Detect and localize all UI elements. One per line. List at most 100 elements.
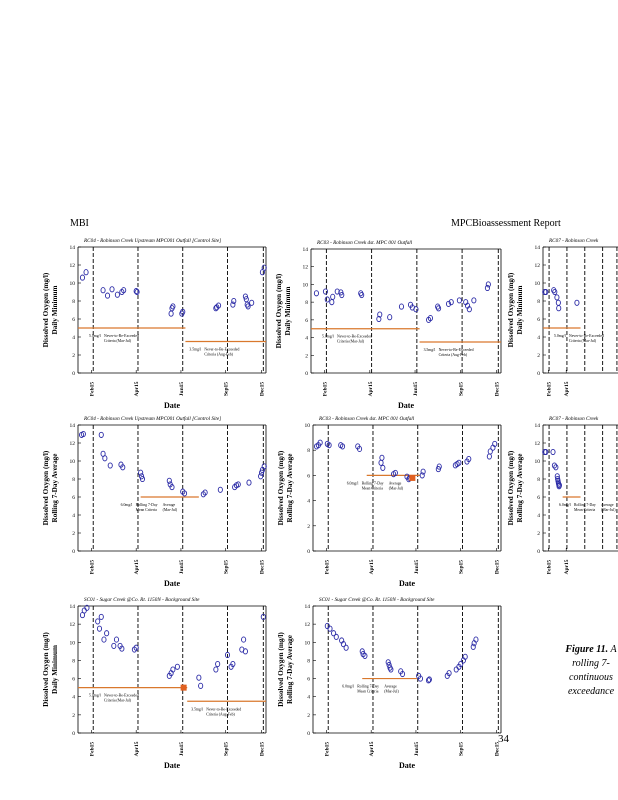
- x-axis-label: Date: [164, 401, 180, 410]
- y-axis-sublabel: Daily Minimum: [284, 287, 292, 336]
- data-point: [98, 613, 104, 620]
- criteria-label: Criteria (Aug-Feb): [204, 353, 233, 357]
- x-tick-label: Apr15: [134, 381, 140, 396]
- data-point: [133, 644, 139, 651]
- y-tick-label: 6: [72, 495, 75, 501]
- y-tick-label: 6: [72, 317, 75, 323]
- criteria-label: 5.0mg/l: [89, 694, 101, 698]
- criteria-label: Mean Criteria: [362, 486, 384, 490]
- x-tick-label: Apr15: [134, 559, 140, 574]
- chart-2: RC03 - Robinson Creek dst. MPC 001 Outfa…: [275, 239, 502, 410]
- y-tick-label: 8: [72, 477, 75, 483]
- data-point: [485, 281, 491, 288]
- x-tick-label: Sep15: [459, 560, 465, 574]
- data-point: [466, 306, 472, 313]
- data-point: [246, 479, 252, 486]
- y-tick-label: 4: [537, 513, 540, 519]
- y-tick-label: 6: [537, 317, 540, 323]
- data-point: [445, 300, 452, 307]
- data-point: [377, 311, 383, 318]
- data-point: [100, 287, 106, 294]
- x-tick-label: Jun15: [179, 742, 185, 757]
- data-point: [317, 439, 323, 446]
- data-point: [417, 675, 423, 682]
- y-tick-label: 14: [305, 604, 311, 610]
- x-tick-label: Dec15: [495, 742, 501, 757]
- x-tick-label: Feb15: [89, 382, 95, 397]
- y-tick-label: 0: [305, 371, 308, 377]
- data-point: [413, 306, 419, 313]
- y-tick-label: 4: [307, 695, 310, 701]
- y-tick-label: 8: [537, 299, 540, 305]
- data-point: [249, 299, 255, 306]
- criteria-label: Mean Criteria: [357, 690, 379, 694]
- y-axis-sublabel: Rolling 7-Day Average: [516, 454, 524, 523]
- data-point: [554, 294, 560, 301]
- x-tick-label: Apr15: [369, 559, 375, 574]
- chart-8: SC01 - Sugar Creek @Co. Rt. 1150N - Back…: [277, 597, 502, 770]
- data-point: [216, 302, 222, 309]
- data-point: [111, 642, 117, 649]
- data-point: [80, 430, 86, 438]
- y-tick-label: 6: [307, 473, 310, 479]
- caption-line-4: exceedance: [567, 686, 615, 697]
- data-point: [213, 666, 219, 673]
- chart-6: RC07 - Robinson Creek 0 2 4 6 8 10 12 14 Feb15 Apr…: [507, 416, 618, 574]
- x-tick-label: Apr15: [369, 741, 375, 756]
- x-tick-label: Dec15: [260, 382, 266, 397]
- data-point: [327, 625, 333, 632]
- data-point: [392, 469, 398, 476]
- criteria-label: 5.0mg/l: [89, 334, 101, 338]
- x-tick-label: Jun15: [414, 560, 420, 575]
- y-tick-label: 0: [537, 549, 540, 555]
- data-point: [241, 636, 247, 643]
- criteria-label: 5.0mg/l: [554, 334, 566, 338]
- y-axis-label: Dissolved Oxygen (mg/l): [42, 632, 50, 707]
- y-axis-sublabel: Daily Minimum: [51, 286, 59, 335]
- criteria-label: Never-to-Be-Exceeded: [204, 348, 239, 352]
- y-tick-label: 14: [70, 245, 76, 251]
- y-tick-label: 14: [535, 245, 541, 251]
- y-tick-label: 10: [305, 423, 311, 429]
- exceedance-marker: [180, 684, 187, 691]
- page-number: 34: [498, 733, 509, 745]
- data-point: [456, 459, 462, 466]
- chart-3: RC07 - Robinson Creek 0 2 4 6 8 10 12 14 Feb15 Apr…: [507, 238, 618, 396]
- data-point: [554, 473, 560, 480]
- criteria-label: 6.0mg/l: [121, 503, 133, 507]
- data-point: [448, 299, 454, 306]
- chart-title: SC01 - Sugar Creek @Co. Rt. 1150N - Back…: [319, 597, 435, 603]
- x-tick-label: Feb15: [89, 560, 95, 575]
- y-tick-label: 8: [72, 658, 75, 664]
- x-tick-label: Apr15: [564, 559, 570, 574]
- data-point: [330, 293, 336, 300]
- data-point: [180, 308, 186, 315]
- x-tick-label: Feb15: [324, 742, 330, 757]
- y-tick-label: 14: [303, 247, 309, 253]
- data-point: [119, 645, 125, 652]
- y-tick-label: 12: [535, 263, 541, 269]
- criteria-label: Mean Criteria: [574, 508, 596, 512]
- criteria-label: Criteria (Mar-Jul): [104, 699, 132, 703]
- data-point: [470, 643, 476, 650]
- y-axis-sublabel: Rolling 7-Day Average: [286, 635, 294, 704]
- data-point: [322, 288, 329, 295]
- data-point: [458, 661, 464, 668]
- data-point: [359, 292, 365, 299]
- figure-caption: Figure 11. A rolling 7- continuous excee…: [546, 643, 618, 699]
- chart-5: RC03 - Robinson Creek dst. MPC 001 Outfa…: [277, 415, 502, 588]
- y-tick-label: 0: [72, 549, 75, 555]
- chart-title: RC04 - Robinson Creek Upstream MPC001 Ou…: [83, 237, 221, 244]
- y-tick-label: 4: [72, 513, 75, 519]
- criteria-label: 3.5mg/l: [191, 707, 203, 711]
- data-point: [261, 463, 267, 470]
- data-point: [357, 445, 363, 452]
- y-tick-label: 12: [70, 263, 76, 269]
- x-tick-label: Apr15: [368, 381, 374, 396]
- exceedance-marker: [409, 474, 416, 481]
- data-point: [334, 288, 340, 295]
- data-point: [339, 292, 345, 299]
- criteria-label: Rolling 7-Day: [357, 685, 379, 689]
- header-left: MBI: [70, 218, 89, 229]
- y-axis-sublabel: Daily Minimum: [51, 645, 59, 694]
